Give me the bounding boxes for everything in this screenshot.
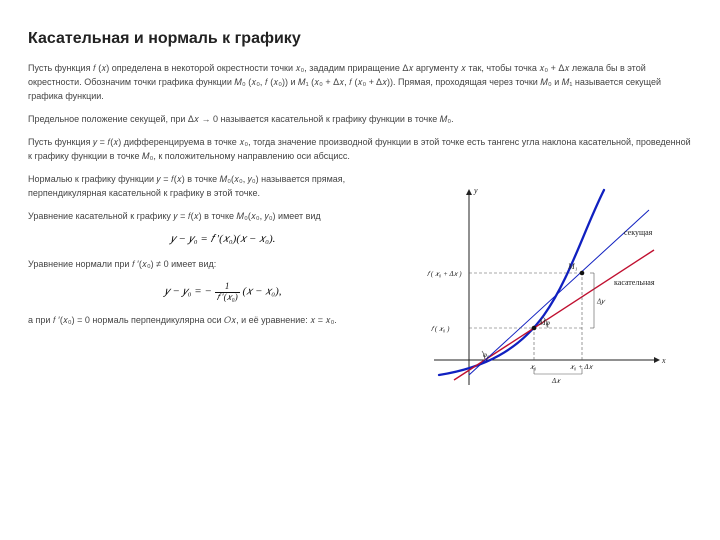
svg-text:касательная: касательная [614,278,655,287]
formula-normal-fraction: 1 𝑓 ′(𝑥₀) [215,282,240,302]
paragraph-6: Уравнение нормали при 𝑓 ′(𝑥₀) ≠ 0 имеет … [28,258,418,272]
svg-text:секущая: секущая [624,228,653,237]
paragraph-2: Предельное положение секущей, при Δ𝑥 → 0… [28,113,692,127]
svg-text:Δ𝑦: Δ𝑦 [596,297,606,305]
formula-normal-right: (𝑥 − 𝑥₀), [242,286,281,298]
paragraph-5: Уравнение касательной к графику 𝑦 = 𝑓(𝑥)… [28,210,418,224]
svg-text:M₁: M₁ [567,262,578,271]
formula-normal: 𝑦 − 𝑦₀ = − 1 𝑓 ′(𝑥₀) (𝑥 − 𝑥₀), [28,282,418,302]
paragraph-3: Пусть функция 𝑦 = 𝑓(𝑥) дифференцируема в… [28,136,692,164]
formula-tangent: 𝑦 − 𝑦₀ = 𝑓 ′(𝑥₀)(𝑥 − 𝑥₀). [28,233,418,246]
paragraph-1: Пусть функция 𝑓 (𝑥) определена в некотор… [28,62,692,104]
svg-text:𝑓 ( 𝑥₀ ): 𝑓 ( 𝑥₀ ) [431,325,450,333]
svg-text:x: x [661,356,666,365]
svg-text:𝑥₀ + Δ𝑥: 𝑥₀ + Δ𝑥 [570,363,594,371]
page-title: Касательная и нормаль к графику [28,30,692,48]
formula-normal-left: 𝑦 − 𝑦₀ = − [164,286,211,298]
svg-text:𝑥₀: 𝑥₀ [530,363,537,371]
svg-text:y: y [473,186,478,195]
svg-text:Δ𝑥: Δ𝑥 [551,377,561,385]
tangent-diagram: xyкасательнаясекущаяM₀M₁𝑥₀𝑥₀ + Δ𝑥Δ𝑥𝑓 ( 𝑥… [424,175,674,405]
paragraph-7: а при 𝑓 ′(𝑥₀) = 0 нормаль перпендикулярн… [28,314,418,328]
svg-text:𝑓 ( 𝑥₀ + Δ𝑥 ): 𝑓 ( 𝑥₀ + Δ𝑥 ) [427,270,462,278]
svg-text:φ₀: φ₀ [483,351,490,359]
svg-text:φ: φ [546,319,550,327]
formula-normal-den: 𝑓 ′(𝑥₀) [215,293,240,302]
paragraph-4: Нормалью к графику функции 𝑦 = 𝑓(𝑥) в то… [28,173,418,201]
